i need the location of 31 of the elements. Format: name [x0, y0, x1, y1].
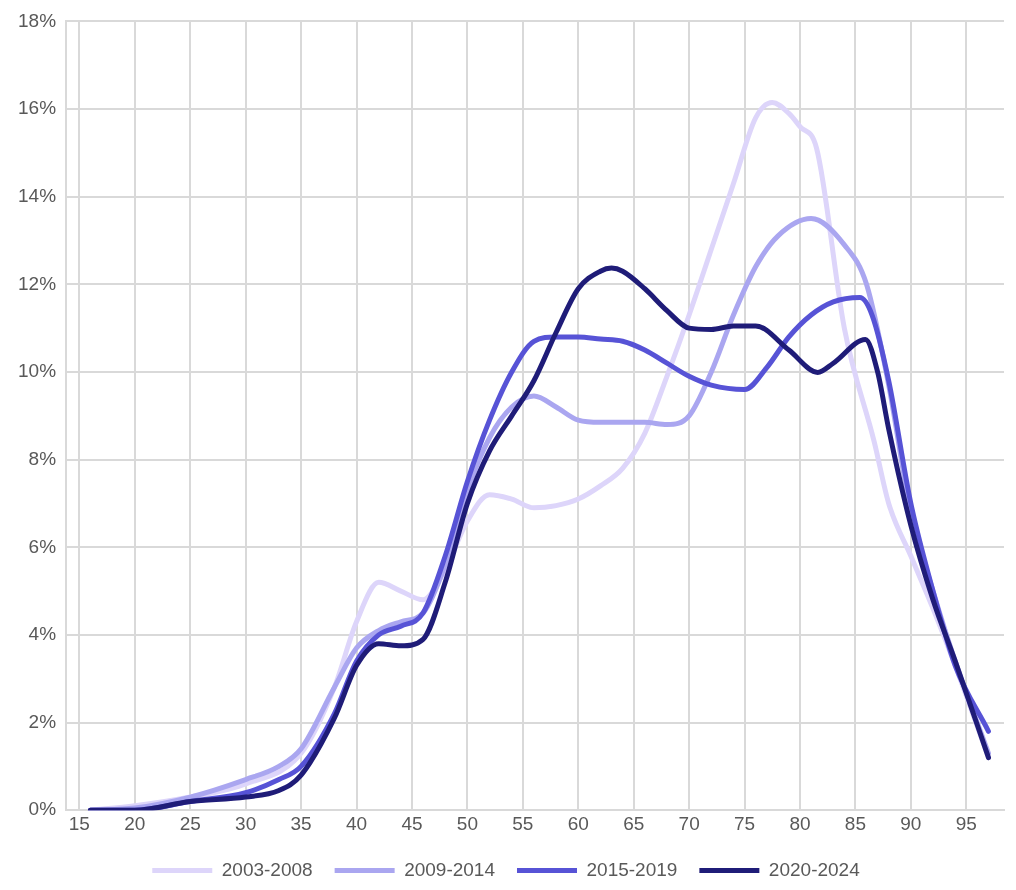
y-tick-label: 2%: [28, 710, 57, 732]
x-tick-label: 60: [567, 812, 589, 834]
y-tick-label: 12%: [18, 272, 57, 294]
x-tick-label: 95: [955, 812, 977, 834]
x-tick-label: 20: [124, 812, 146, 834]
x-tick-label: 25: [179, 812, 201, 834]
y-tick-label: 4%: [28, 623, 57, 645]
legend-label: 2009-2014: [404, 858, 496, 880]
x-tick-label: 80: [789, 812, 811, 834]
y-tick-label: 0%: [28, 798, 57, 820]
x-tick-label: 40: [345, 812, 368, 834]
x-tick-label: 15: [68, 812, 90, 834]
y-tick-label: 18%: [18, 9, 57, 31]
y-tick-label: 14%: [18, 184, 57, 206]
legend-label: 2003-2008: [221, 858, 313, 880]
y-tick-label: 8%: [28, 447, 57, 469]
x-tick-label: 90: [900, 812, 922, 834]
x-tick-label: 70: [678, 812, 700, 834]
x-tick-label: 45: [401, 812, 423, 834]
x-tick-label: 30: [235, 812, 257, 834]
x-tick-label: 75: [733, 812, 756, 834]
y-tick-label: 16%: [18, 97, 57, 119]
x-tick-label: 65: [623, 812, 645, 834]
y-tick-label: 6%: [28, 535, 57, 557]
legend-label: 2020-2024: [768, 858, 861, 880]
x-tick-label: 35: [290, 812, 312, 834]
x-tick-label: 85: [844, 812, 866, 834]
x-tick-label: 50: [456, 812, 478, 834]
legend-label: 2015-2019: [586, 858, 678, 880]
y-tick-label: 10%: [18, 360, 57, 382]
x-tick-label: 55: [512, 812, 534, 834]
